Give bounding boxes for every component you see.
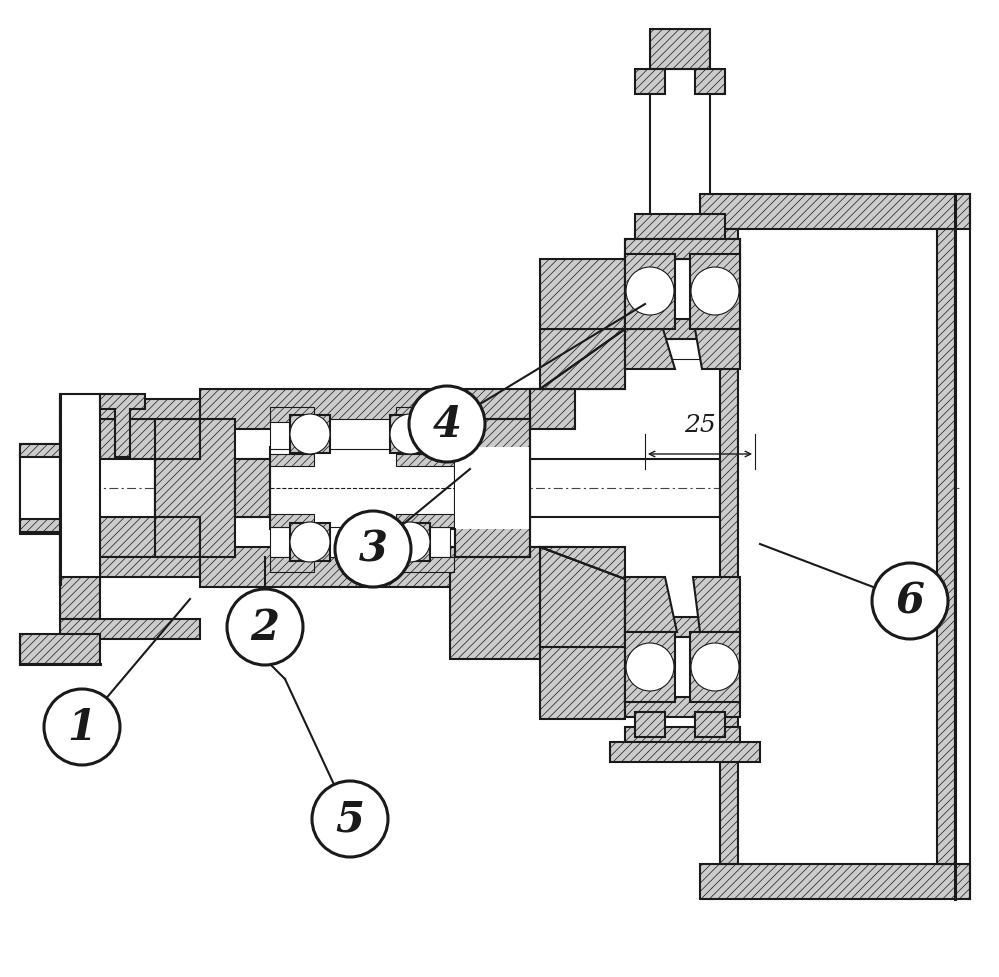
Polygon shape	[625, 632, 675, 702]
Text: 6: 6	[895, 580, 924, 622]
Polygon shape	[540, 547, 625, 648]
Bar	[738, 230, 937, 864]
Circle shape	[691, 643, 739, 692]
Polygon shape	[155, 419, 235, 558]
Bar	[270, 558, 314, 573]
Polygon shape	[695, 70, 725, 95]
Bar	[155, 459, 720, 518]
Bar	[650, 70, 710, 239]
Circle shape	[290, 414, 330, 454]
Polygon shape	[60, 395, 100, 584]
Bar	[270, 515, 314, 528]
Bar	[270, 419, 450, 449]
Polygon shape	[390, 524, 430, 562]
Polygon shape	[155, 419, 200, 558]
Circle shape	[290, 523, 330, 563]
Polygon shape	[690, 632, 740, 702]
Bar	[396, 515, 454, 528]
Text: 5: 5	[336, 798, 365, 840]
Bar	[396, 558, 454, 573]
Polygon shape	[650, 30, 710, 70]
Polygon shape	[20, 445, 60, 457]
Text: 2: 2	[251, 607, 280, 649]
Polygon shape	[200, 547, 530, 587]
Polygon shape	[390, 415, 430, 453]
Circle shape	[390, 414, 430, 454]
Polygon shape	[540, 329, 625, 390]
Circle shape	[409, 387, 485, 462]
Polygon shape	[450, 547, 540, 659]
Bar	[455, 447, 530, 530]
Circle shape	[872, 564, 948, 639]
Polygon shape	[60, 558, 200, 577]
Polygon shape	[625, 239, 740, 260]
Polygon shape	[625, 340, 740, 360]
Polygon shape	[530, 547, 575, 587]
Circle shape	[691, 268, 739, 316]
Polygon shape	[200, 390, 530, 430]
Text: 3: 3	[359, 529, 388, 571]
Polygon shape	[625, 239, 740, 260]
Polygon shape	[625, 727, 740, 747]
Polygon shape	[610, 743, 760, 762]
Bar	[270, 528, 450, 558]
Polygon shape	[100, 395, 145, 457]
Circle shape	[312, 782, 388, 857]
Polygon shape	[540, 547, 625, 579]
Polygon shape	[540, 587, 625, 648]
Polygon shape	[290, 524, 330, 562]
Polygon shape	[625, 260, 740, 319]
Polygon shape	[625, 698, 740, 717]
Polygon shape	[60, 577, 100, 619]
Polygon shape	[635, 712, 665, 738]
Polygon shape	[625, 577, 677, 632]
Polygon shape	[625, 617, 740, 637]
Polygon shape	[540, 648, 625, 719]
Polygon shape	[60, 518, 200, 558]
Polygon shape	[635, 70, 665, 95]
Text: 1: 1	[68, 706, 97, 748]
Polygon shape	[290, 415, 330, 453]
Circle shape	[626, 268, 674, 316]
Polygon shape	[60, 400, 200, 419]
Polygon shape	[695, 712, 725, 738]
Bar	[20, 455, 60, 522]
Polygon shape	[530, 329, 610, 390]
Bar	[270, 447, 455, 530]
Circle shape	[44, 690, 120, 765]
Polygon shape	[455, 419, 530, 558]
Circle shape	[227, 589, 303, 665]
Bar	[270, 454, 314, 467]
Polygon shape	[693, 577, 740, 632]
Polygon shape	[540, 329, 625, 390]
Bar	[720, 230, 738, 864]
Polygon shape	[235, 459, 270, 518]
Polygon shape	[625, 255, 675, 329]
Circle shape	[335, 512, 411, 587]
Polygon shape	[60, 619, 200, 639]
Polygon shape	[700, 194, 970, 230]
Circle shape	[390, 523, 430, 563]
Bar	[937, 230, 955, 864]
Polygon shape	[60, 419, 200, 459]
Text: 25: 25	[684, 413, 716, 437]
Polygon shape	[20, 520, 60, 532]
Polygon shape	[20, 634, 100, 664]
Polygon shape	[695, 329, 740, 369]
Bar	[396, 407, 454, 423]
Bar	[625, 637, 740, 698]
Polygon shape	[625, 319, 740, 340]
Polygon shape	[635, 215, 725, 239]
Polygon shape	[20, 445, 60, 534]
Polygon shape	[530, 390, 575, 430]
Polygon shape	[540, 260, 625, 329]
Polygon shape	[700, 864, 970, 899]
Polygon shape	[690, 255, 740, 329]
Bar	[270, 407, 314, 423]
Polygon shape	[625, 329, 675, 369]
Text: 4: 4	[433, 404, 462, 446]
Circle shape	[626, 643, 674, 692]
Bar	[396, 454, 454, 467]
